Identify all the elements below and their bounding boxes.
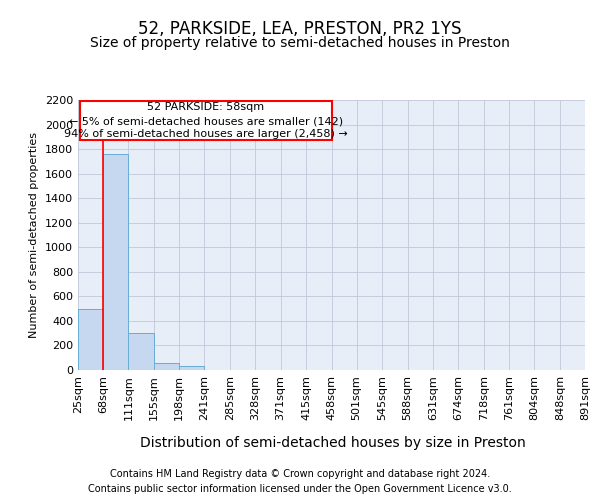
- Bar: [179, 366, 205, 370]
- Bar: [78, 308, 103, 370]
- Text: 52 PARKSIDE: 58sqm: 52 PARKSIDE: 58sqm: [147, 102, 264, 112]
- Text: Contains HM Land Registry data © Crown copyright and database right 2024.: Contains HM Land Registry data © Crown c…: [110, 469, 490, 479]
- Text: Size of property relative to semi-detached houses in Preston: Size of property relative to semi-detach…: [90, 36, 510, 50]
- Text: 52, PARKSIDE, LEA, PRESTON, PR2 1YS: 52, PARKSIDE, LEA, PRESTON, PR2 1YS: [138, 20, 462, 38]
- Bar: [80, 102, 331, 140]
- Text: Distribution of semi-detached houses by size in Preston: Distribution of semi-detached houses by …: [140, 436, 526, 450]
- Bar: [103, 154, 128, 370]
- Text: Contains public sector information licensed under the Open Government Licence v3: Contains public sector information licen…: [88, 484, 512, 494]
- Bar: [154, 363, 179, 370]
- Bar: [128, 332, 154, 370]
- Y-axis label: Number of semi-detached properties: Number of semi-detached properties: [29, 132, 40, 338]
- Text: ← 5% of semi-detached houses are smaller (142): ← 5% of semi-detached houses are smaller…: [68, 116, 343, 126]
- Text: 94% of semi-detached houses are larger (2,458) →: 94% of semi-detached houses are larger (…: [64, 129, 347, 139]
